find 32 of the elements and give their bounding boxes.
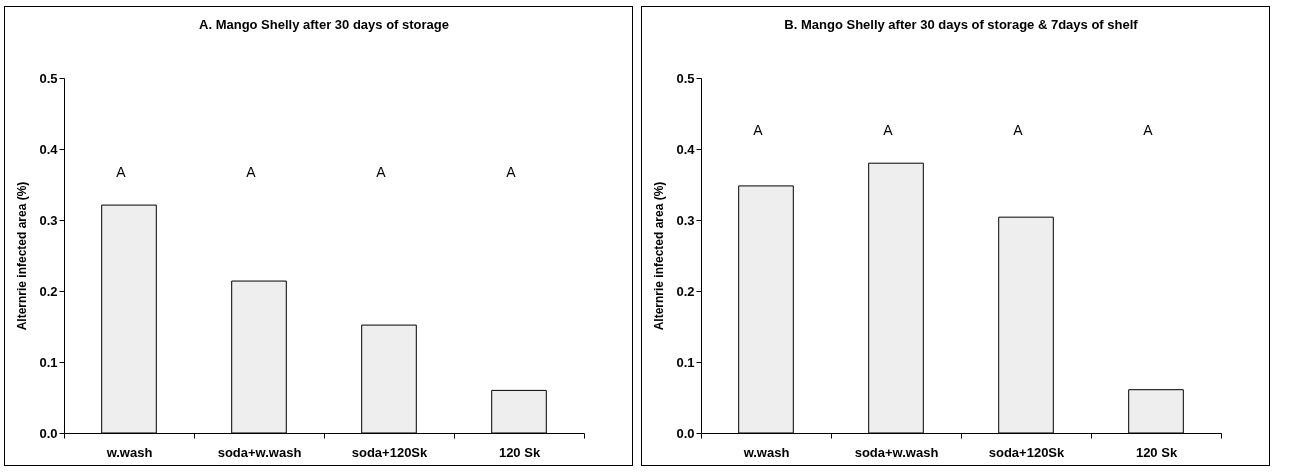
y-tick-label: 0.2: [39, 283, 58, 299]
y-tick-label: 0.2: [676, 283, 695, 299]
y-tick-label: 0.0: [676, 425, 695, 441]
annotation: A: [506, 164, 517, 181]
x-tick-label: soda+w.wash: [217, 444, 302, 460]
y-tick-label: 0.4: [676, 141, 696, 157]
y-tick-label: 0.3: [39, 212, 58, 228]
x-tick-label: soda+w.wash: [854, 444, 939, 460]
y-tick-label: 0.4: [39, 141, 59, 157]
y-tick-label: 0.1: [676, 354, 695, 370]
annotation: A: [883, 122, 894, 139]
annotation: A: [1013, 122, 1024, 139]
x-tick-label: w.wash: [742, 444, 790, 460]
x-tick-label: 120 Sk: [498, 444, 541, 460]
chart-title: B. Mango Shelly after 30 days of storage & 7days of shelf: [784, 17, 1139, 32]
x-tick-label: soda+120Sk: [988, 444, 1066, 460]
annotation: A: [246, 164, 257, 181]
y-axis-title: Alternrie infected area (%): [652, 181, 667, 331]
x-tick-label: soda+120Sk: [351, 444, 429, 460]
annotation: A: [1143, 122, 1154, 139]
x-tick-label: w.wash: [105, 444, 153, 460]
annotation: A: [753, 122, 764, 139]
y-tick-label: 0.5: [39, 70, 58, 86]
chart-title: A. Mango Shelly after 30 days of storage: [199, 17, 449, 32]
annotation: A: [116, 164, 127, 181]
y-axis-title: Alternrie infected area (%): [15, 181, 30, 331]
y-tick-label: 0.1: [39, 354, 58, 370]
x-tick-label: 120 Sk: [1135, 444, 1178, 460]
y-tick-label: 0.5: [676, 70, 695, 86]
y-tick-label: 0.3: [676, 212, 695, 228]
annotation: A: [376, 164, 387, 181]
y-tick-label: 0.0: [39, 425, 58, 441]
